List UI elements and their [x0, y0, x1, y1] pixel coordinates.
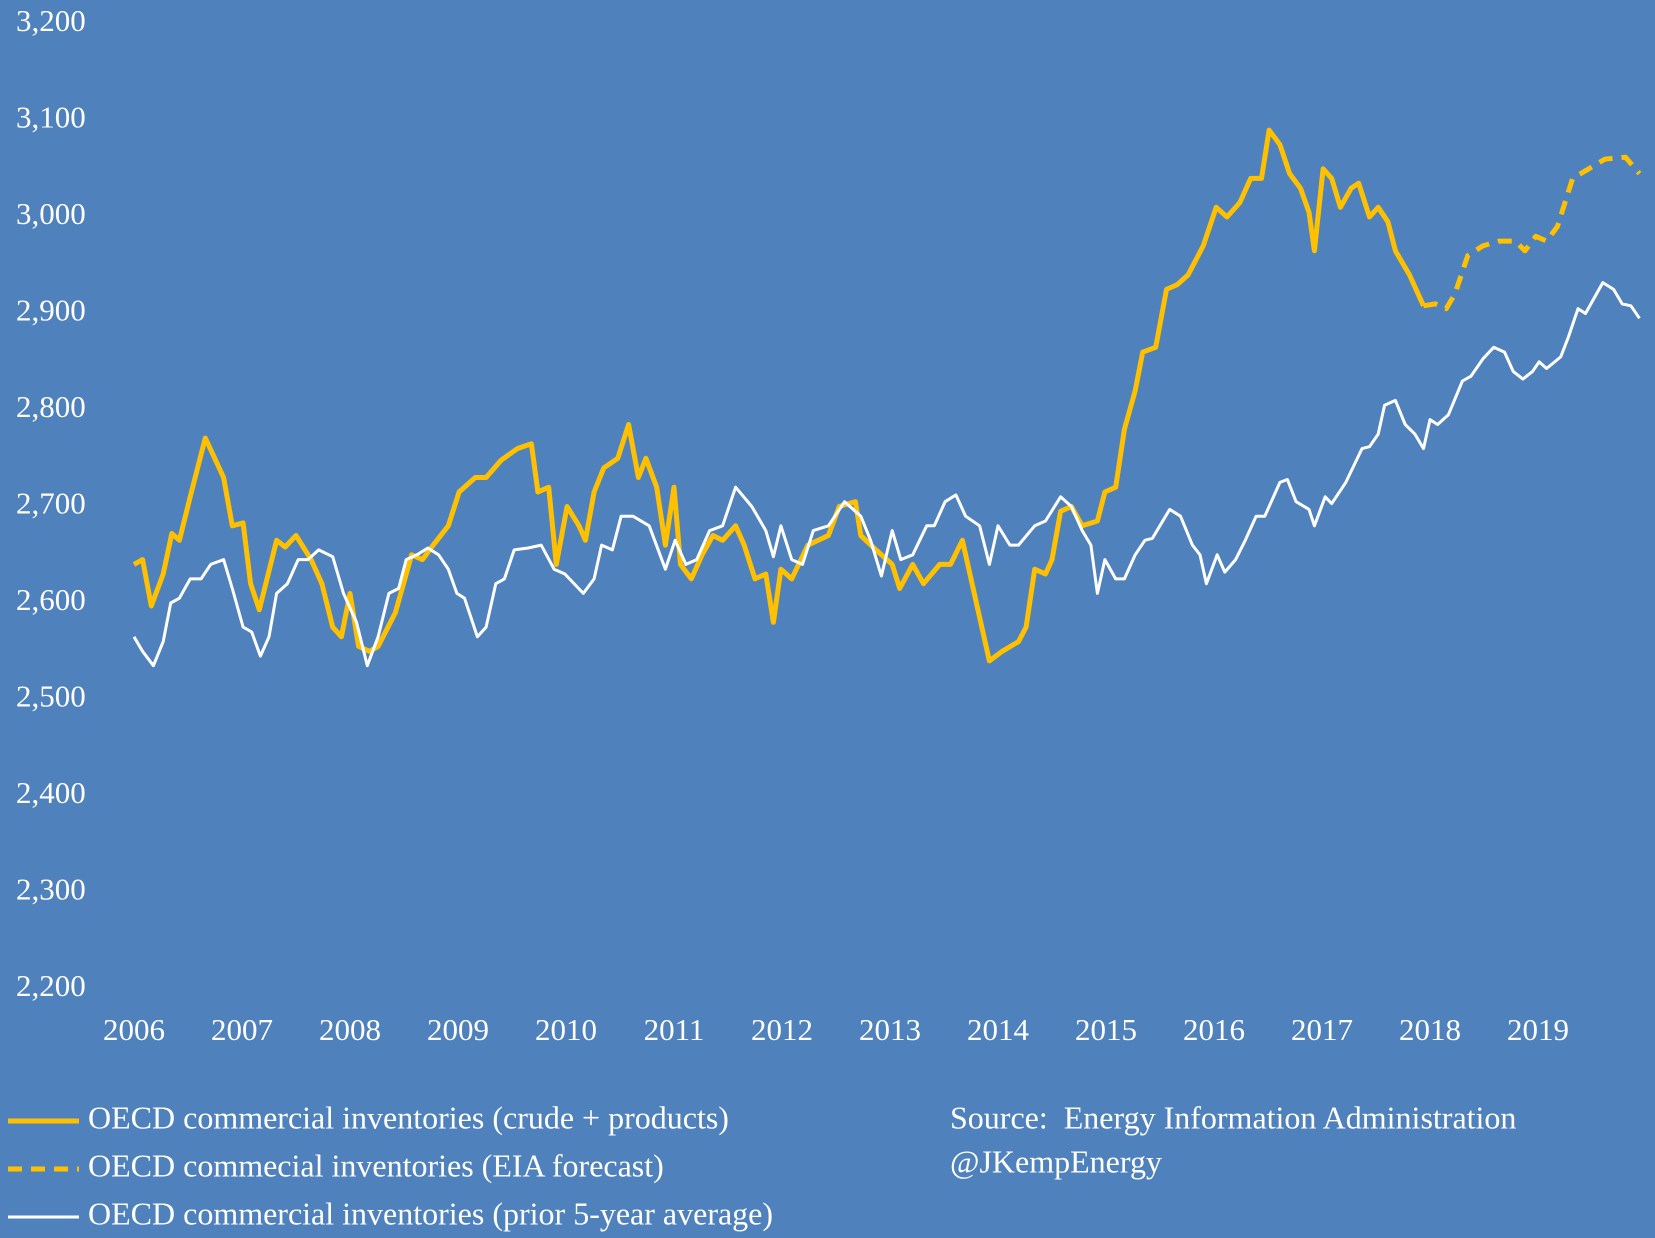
x-tick-label: 2008 [319, 1012, 381, 1047]
y-tick-label: 2,300 [16, 872, 86, 907]
series-line [132, 127, 1426, 664]
y-tick-label: 2,700 [16, 486, 86, 521]
credit-note: @JKempEnergy [950, 1143, 1162, 1179]
x-tick-label: 2011 [644, 1012, 705, 1047]
y-tick-label: 2,800 [16, 389, 86, 424]
y-tick-label: 2,500 [16, 679, 86, 714]
y-tick-label: 2,900 [16, 293, 86, 328]
legend-label: OECD commecial inventories (EIA forecast… [88, 1147, 664, 1183]
y-tick-label: 3,000 [16, 196, 86, 231]
y-tick-label: 2,600 [16, 582, 86, 617]
series-line [132, 281, 1641, 668]
source-note: Source: Energy Information Administratio… [950, 1099, 1516, 1135]
y-tick-label: 2,200 [16, 968, 86, 1003]
x-tick-label: 2016 [1183, 1012, 1245, 1047]
x-tick-label: 2007 [211, 1012, 273, 1047]
x-tick-label: 2009 [427, 1012, 489, 1047]
legend-label: OECD commercial inventories (prior 5-yea… [88, 1195, 773, 1231]
series-line [1423, 154, 1642, 312]
x-tick-label: 2012 [751, 1012, 813, 1047]
y-tick-label: 2,400 [16, 775, 86, 810]
x-tick-label: 2015 [1075, 1012, 1137, 1047]
x-tick-label: 2017 [1291, 1012, 1353, 1047]
x-tick-label: 2013 [859, 1012, 921, 1047]
x-tick-label: 2019 [1507, 1012, 1569, 1047]
y-tick-label: 3,200 [16, 3, 86, 38]
x-tick-label: 2014 [967, 1012, 1030, 1047]
x-tick-label: 2010 [535, 1012, 597, 1047]
legend-label: OECD commercial inventories (crude + pro… [88, 1099, 729, 1135]
x-tick-label: 2018 [1399, 1012, 1461, 1047]
y-tick-label: 3,100 [16, 100, 86, 135]
x-tick-label: 2006 [103, 1012, 165, 1047]
